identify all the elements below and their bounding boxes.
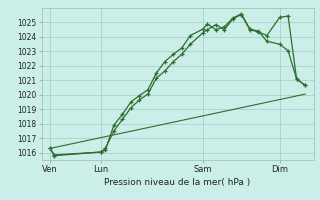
X-axis label: Pression niveau de la mer( hPa ): Pression niveau de la mer( hPa )	[104, 178, 251, 187]
